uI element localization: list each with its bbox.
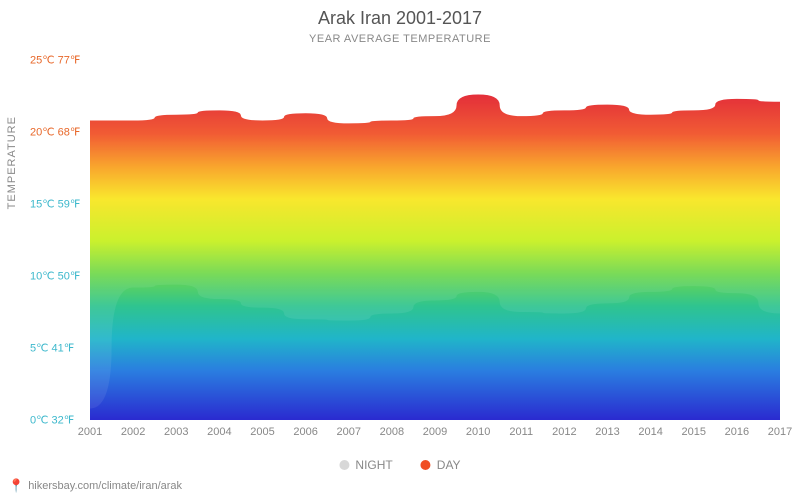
x-tick: 2015 bbox=[682, 426, 706, 438]
x-tick: 2001 bbox=[78, 426, 102, 438]
chart-svg bbox=[90, 60, 780, 420]
x-tick: 2012 bbox=[552, 426, 576, 438]
chart-plot-area bbox=[90, 60, 780, 420]
x-tick: 2007 bbox=[337, 426, 361, 438]
y-tick: 10℃ 50℉ bbox=[30, 270, 80, 283]
x-tick: 2017 bbox=[768, 426, 792, 438]
legend-night-dot bbox=[339, 460, 349, 470]
attribution-text: hikersbay.com/climate/iran/arak bbox=[28, 480, 182, 492]
pin-icon: 📍 bbox=[8, 478, 24, 494]
x-tick: 2016 bbox=[725, 426, 749, 438]
legend-night-label: NIGHT bbox=[355, 458, 392, 472]
x-tick: 2004 bbox=[207, 426, 231, 438]
legend-day-label: DAY bbox=[437, 458, 461, 472]
x-tick: 2008 bbox=[380, 426, 404, 438]
legend-night: NIGHT bbox=[339, 458, 392, 472]
legend-day-dot bbox=[421, 460, 431, 470]
x-tick: 2009 bbox=[423, 426, 447, 438]
y-tick: 20℃ 68℉ bbox=[30, 126, 80, 139]
x-tick: 2002 bbox=[121, 426, 145, 438]
y-tick: 0℃ 32℉ bbox=[30, 414, 74, 427]
x-tick: 2003 bbox=[164, 426, 188, 438]
x-tick: 2014 bbox=[638, 426, 662, 438]
attribution: 📍 hikersbay.com/climate/iran/arak bbox=[8, 478, 182, 494]
y-tick: 15℃ 59℉ bbox=[30, 198, 80, 211]
legend: NIGHT DAY bbox=[339, 458, 460, 472]
y-tick: 5℃ 41℉ bbox=[30, 342, 74, 355]
x-tick: 2013 bbox=[595, 426, 619, 438]
y-axis-label: TEMPERATURE bbox=[6, 116, 18, 209]
x-tick: 2006 bbox=[293, 426, 317, 438]
chart-container: Arak Iran 2001-2017 YEAR AVERAGE TEMPERA… bbox=[0, 0, 800, 500]
x-tick: 2011 bbox=[509, 426, 533, 438]
y-tick: 25℃ 77℉ bbox=[30, 54, 80, 67]
chart-title: Arak Iran 2001-2017 bbox=[0, 0, 800, 29]
legend-day: DAY bbox=[421, 458, 461, 472]
chart-subtitle: YEAR AVERAGE TEMPERATURE bbox=[0, 29, 800, 45]
x-tick: 2005 bbox=[250, 426, 274, 438]
x-tick: 2010 bbox=[466, 426, 490, 438]
